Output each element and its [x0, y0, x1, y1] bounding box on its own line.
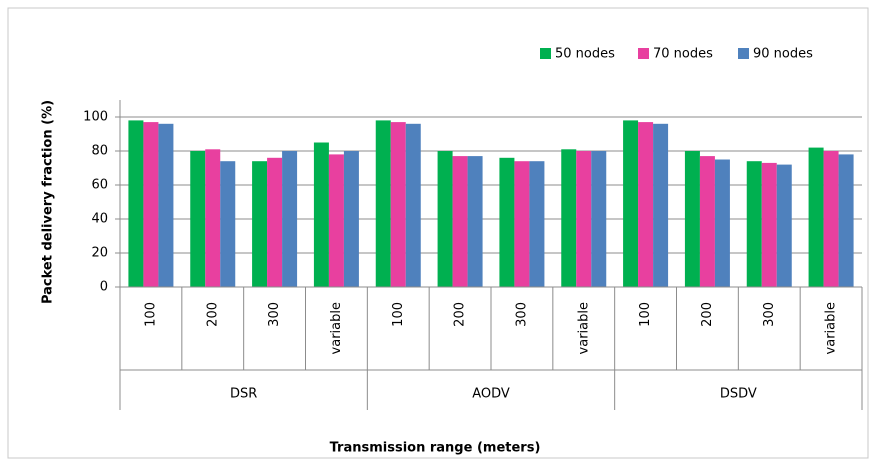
bar [267, 157, 283, 287]
x-tick-label: 300 [267, 302, 282, 327]
x-tick-label: 200 [453, 302, 468, 327]
bar [313, 142, 329, 287]
legend-swatch [738, 48, 749, 59]
bar [452, 156, 468, 287]
bar [591, 151, 607, 287]
bar [499, 157, 515, 287]
y-tick-label: 20 [91, 246, 108, 261]
bar [190, 151, 206, 287]
bar [282, 151, 298, 287]
x-tick-label: variable [824, 302, 839, 354]
bar [776, 164, 792, 287]
x-tick-label: 100 [391, 302, 406, 327]
x-tick-label: 300 [762, 302, 777, 327]
x-tick-label: variable [329, 302, 344, 354]
x-tick-label: 100 [638, 302, 653, 327]
x-tick-label: 200 [700, 302, 715, 327]
x-tick-label: variable [576, 302, 591, 354]
bar [638, 122, 654, 287]
x-tick-label: 100 [143, 302, 158, 327]
bar [252, 161, 268, 287]
bar [205, 149, 221, 287]
legend-label: 70 nodes [653, 47, 713, 62]
legend-swatch [540, 48, 551, 59]
bar [808, 147, 824, 287]
bar [128, 120, 144, 288]
bar [405, 123, 421, 287]
y-tick-label: 80 [91, 144, 108, 159]
bar [623, 120, 639, 288]
bar [328, 154, 344, 287]
bar [746, 161, 762, 287]
x-axis-title: Transmission range (meters) [330, 441, 541, 456]
bar [838, 154, 854, 287]
x-tick-label: 300 [514, 302, 529, 327]
bar [684, 151, 700, 287]
bar [561, 149, 577, 287]
bar [514, 161, 530, 287]
bar [220, 161, 236, 287]
bar [699, 156, 715, 287]
y-tick-label: 60 [91, 178, 108, 193]
legend-swatch [638, 48, 649, 59]
bar [437, 151, 453, 287]
group-label: DSDV [720, 387, 757, 402]
bar [390, 122, 406, 287]
bar [529, 161, 545, 287]
bar [467, 156, 483, 287]
legend-label: 90 nodes [753, 47, 813, 62]
bar [823, 151, 839, 287]
y-axis-title: Packet delivery fraction (%) [41, 100, 56, 304]
bar [143, 122, 159, 287]
y-tick-label: 100 [83, 110, 108, 125]
bar [653, 123, 669, 287]
bar [343, 151, 359, 287]
bar [714, 159, 730, 287]
y-tick-label: 0 [100, 280, 108, 295]
bar [761, 162, 777, 287]
bar [576, 151, 592, 287]
y-tick-label: 40 [91, 212, 108, 227]
bar [375, 120, 391, 288]
x-tick-label: 200 [205, 302, 220, 327]
group-label: AODV [472, 387, 510, 402]
bar [158, 123, 174, 287]
group-label: DSR [230, 387, 257, 402]
legend-label: 50 nodes [555, 47, 615, 62]
